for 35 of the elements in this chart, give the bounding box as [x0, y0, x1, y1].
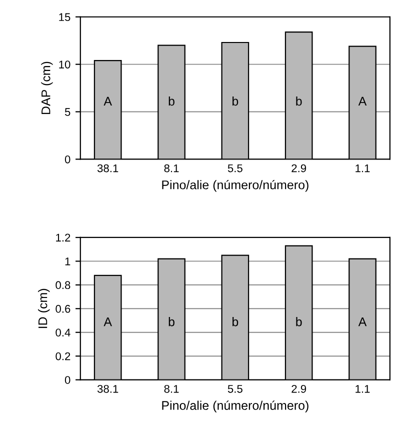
x-tick-label: 38.1 — [97, 384, 118, 393]
y-tick-label: 15 — [59, 13, 70, 22]
y-tick-label: 5 — [64, 108, 70, 116]
y-tick-label: 0.8 — [56, 281, 70, 290]
y-tick-label: 0.4 — [56, 328, 70, 336]
annotation: b — [232, 96, 238, 106]
y-tick-label: 0.2 — [56, 352, 70, 360]
annotation: A — [358, 96, 367, 106]
x-tick-label: 8.1 — [164, 384, 179, 393]
annotation: b — [296, 96, 302, 106]
y-tick-label: 10 — [59, 60, 70, 68]
x-axis-title: Pino/alie (número/número) — [162, 400, 308, 412]
annotation: b — [168, 317, 174, 326]
y-tick-label: 0 — [64, 155, 70, 164]
x-tick-label: 38.1 — [97, 164, 118, 172]
x-tick-label: 1.1 — [356, 385, 370, 393]
annotation: A — [104, 318, 112, 326]
x-tick-label: 8.1 — [164, 164, 179, 172]
x-tick-label: 2.9 — [292, 384, 306, 393]
annotation: b — [232, 317, 238, 326]
x-tick-label: 1.1 — [356, 164, 370, 172]
x-tick-label: 5.5 — [228, 385, 242, 393]
x-tick-label: 5.5 — [228, 164, 242, 172]
x-tick-label: 2.9 — [292, 164, 306, 172]
y-axis-title: DAP (cm) — [41, 62, 53, 114]
annotation: A — [358, 318, 367, 326]
y-tick-label: 1.2 — [56, 234, 70, 242]
y-tick-label: 0.6 — [56, 304, 70, 313]
y-tick-label: 0 — [64, 376, 70, 384]
annotation: A — [104, 96, 112, 106]
y-axis-title: ID (cm) — [38, 288, 50, 328]
annotation: b — [296, 317, 302, 326]
x-axis-title: Pino/alie (número/número) — [162, 180, 308, 192]
y-tick-label: 1 — [65, 258, 70, 266]
annotation: b — [168, 96, 174, 106]
